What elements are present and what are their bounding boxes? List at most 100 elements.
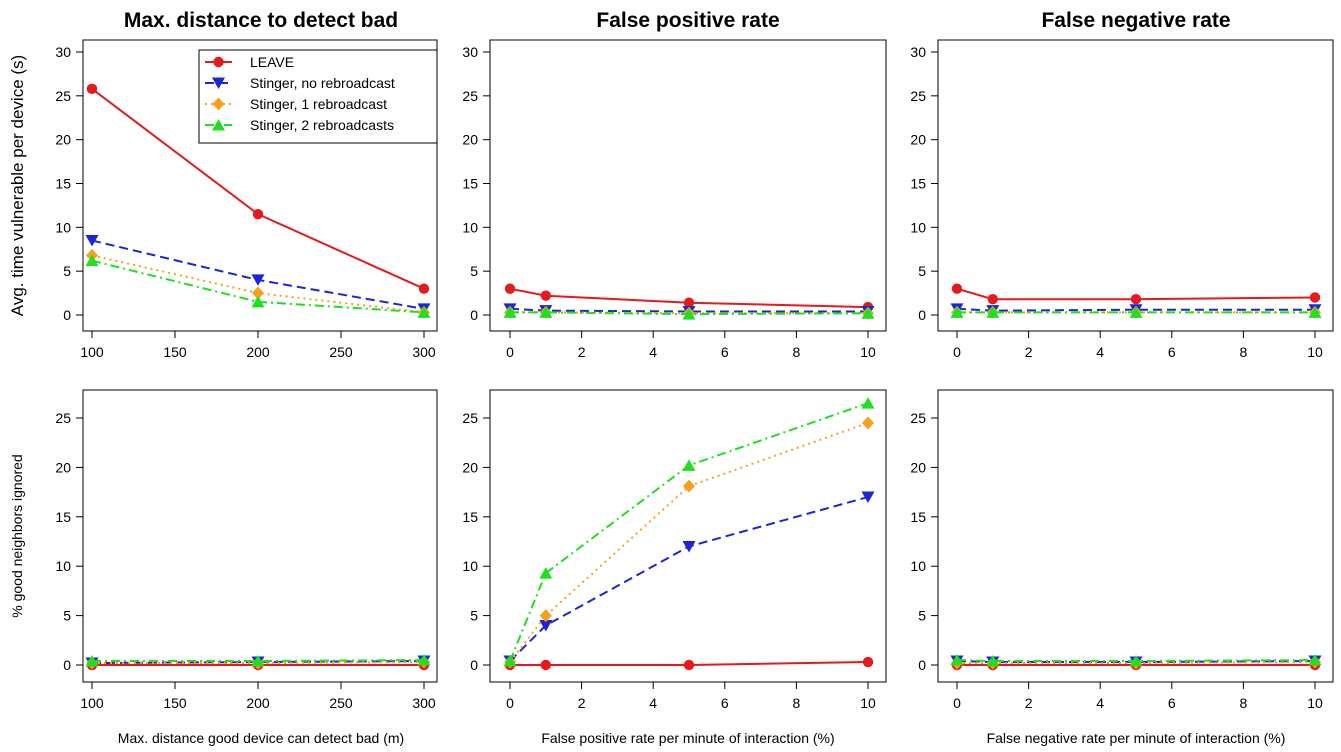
x-tick-label: 2 xyxy=(578,695,586,711)
y-tick-label: 10 xyxy=(462,558,478,574)
x-tick-label: 0 xyxy=(506,695,514,711)
data-point xyxy=(862,416,874,430)
data-point xyxy=(539,619,553,632)
x-tick-label: 4 xyxy=(1096,695,1104,711)
y-tick-label: 30 xyxy=(910,44,926,60)
legend: LEAVE Stinger, no rebroadcast Stinger, 1 r… xyxy=(198,49,438,144)
y-tick-label: 30 xyxy=(55,44,71,60)
x-tick-label: 2 xyxy=(1025,695,1033,711)
y-axis: 0 5 10 15 20 25 30 xyxy=(462,44,491,323)
data-point xyxy=(861,307,875,319)
y-tick-label: 0 xyxy=(470,307,478,323)
series-line xyxy=(509,496,869,662)
y-tick-label: 10 xyxy=(910,558,926,574)
panel-6: 0 2 4 6 8 10 0 5 10 15 20 25 False negative rate per… xyxy=(910,389,1334,746)
y-tick-label: 25 xyxy=(462,410,478,426)
x-tick-label: 150 xyxy=(163,695,187,711)
data-point xyxy=(950,306,964,318)
panel-1: 100 150 200 250 300 0 5 10 15 20 25 30 Max. distance… xyxy=(8,9,438,360)
y-tick-label: 25 xyxy=(55,88,71,104)
y-tick-label: 15 xyxy=(910,176,926,192)
data-point xyxy=(683,479,695,493)
legend-box xyxy=(198,49,438,144)
y-tick-label: 30 xyxy=(462,44,478,60)
series-line xyxy=(956,659,1316,663)
series-line xyxy=(509,307,868,313)
x-tick-label: 200 xyxy=(246,695,270,711)
y-tick-label: 15 xyxy=(462,509,478,525)
x-tick-label: 4 xyxy=(1096,344,1104,360)
x-tick-label: 6 xyxy=(721,344,729,360)
y-tick-label: 20 xyxy=(462,132,478,148)
x-axis: 0 2 4 6 8 10 xyxy=(953,681,1323,711)
plot-frame xyxy=(82,389,438,683)
y-tick-label: 20 xyxy=(55,459,71,475)
x-axis: 0 2 4 6 8 10 xyxy=(953,330,1323,360)
data-point xyxy=(1129,306,1143,318)
y-tick-label: 25 xyxy=(910,410,926,426)
data-point xyxy=(683,659,695,671)
y-tick-label: 5 xyxy=(918,608,926,624)
data-point xyxy=(682,540,696,553)
series-4 xyxy=(85,654,431,667)
data-point xyxy=(540,290,551,301)
y-tick-label: 20 xyxy=(910,459,926,475)
x-tick-label: 0 xyxy=(953,344,961,360)
legend-entry: Stinger, 2 rebroadcasts xyxy=(250,117,394,133)
x-tick-label: 0 xyxy=(506,344,514,360)
series-line xyxy=(510,311,869,316)
series-line xyxy=(509,287,869,309)
data-point xyxy=(252,208,264,220)
data-point xyxy=(861,397,875,409)
chart-title: False positive rate xyxy=(596,9,779,32)
y-tick-label: 5 xyxy=(63,263,71,279)
data-point xyxy=(1130,294,1142,305)
data-point xyxy=(987,294,998,305)
series-1 xyxy=(504,656,874,671)
series-2 xyxy=(503,491,875,668)
x-tick-label: 200 xyxy=(246,344,270,360)
data-point xyxy=(85,254,99,267)
series-line xyxy=(956,287,1316,301)
y-tick-label: 15 xyxy=(910,509,926,525)
y-tick-label: 10 xyxy=(55,219,71,235)
plot-frame xyxy=(937,39,1334,332)
chart-title: Max. distance to detect bad xyxy=(124,9,398,32)
y-tick-label: 10 xyxy=(910,219,926,235)
y-tick-label: 15 xyxy=(55,509,71,525)
y-tick-label: 25 xyxy=(910,88,926,104)
legend-marker xyxy=(212,77,225,89)
data-point xyxy=(86,83,98,95)
y-tick-label: 15 xyxy=(462,176,478,192)
x-axis: 0 2 4 6 8 10 xyxy=(506,681,876,711)
y-tick-label: 0 xyxy=(918,307,926,323)
x-tick-label: 10 xyxy=(860,344,876,360)
x-axis-label: False positive rate per minute of intera… xyxy=(541,730,834,746)
y-axis: 0 5 10 15 20 25 xyxy=(55,410,84,673)
panel-5: 0 2 4 6 8 10 0 5 10 15 20 25 False positive rate per… xyxy=(462,389,887,746)
y-tick-label: 20 xyxy=(55,132,71,148)
y-tick-label: 25 xyxy=(462,88,478,104)
x-tick-label: 0 xyxy=(953,695,961,711)
x-tick-label: 8 xyxy=(793,344,801,360)
data-point xyxy=(85,655,99,667)
y-tick-label: 5 xyxy=(918,263,926,279)
panel-2: 0 2 4 6 8 10 0 5 10 15 20 25 30 False positive rate xyxy=(462,9,887,360)
x-tick-label: 2 xyxy=(1025,344,1033,360)
series-4 xyxy=(503,397,875,667)
chart-title: False negative rate xyxy=(1041,9,1230,32)
data-point xyxy=(539,567,553,579)
y-tick-label: 0 xyxy=(63,307,71,323)
series-4 xyxy=(85,254,431,318)
data-point xyxy=(682,308,696,320)
series-line xyxy=(92,661,425,665)
x-tick-label: 6 xyxy=(1168,695,1176,711)
legend-entry: Stinger, no rebroadcast xyxy=(250,75,395,91)
y-tick-label: 5 xyxy=(63,608,71,624)
y-axis: 0 5 10 15 20 25 xyxy=(910,410,939,673)
data-point xyxy=(503,306,517,318)
plot-frame xyxy=(489,389,887,683)
x-tick-label: 300 xyxy=(412,695,436,711)
x-tick-label: 6 xyxy=(1168,344,1176,360)
legend-marker xyxy=(212,119,225,131)
